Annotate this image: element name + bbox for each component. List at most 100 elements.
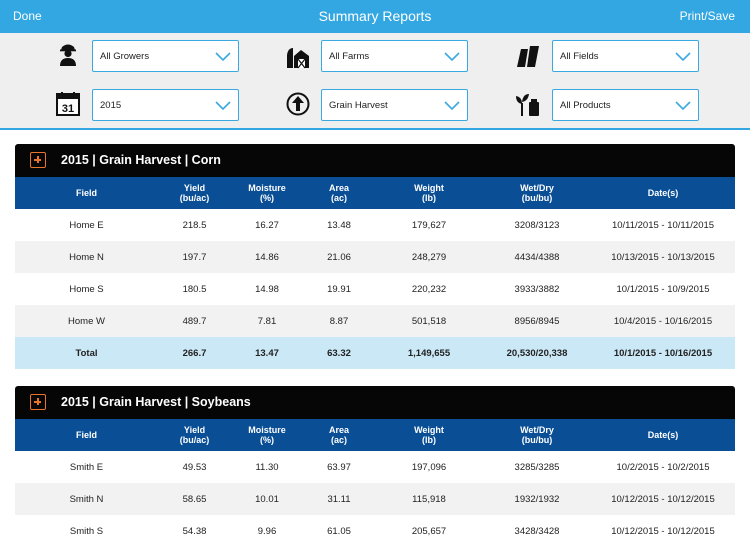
cell-dates: 10/12/2015 - 10/12/2015 (611, 525, 715, 537)
column-header-field[interactable]: Field (75, 430, 97, 440)
product-select[interactable]: All Products (552, 89, 699, 121)
year-select[interactable]: 2015 (92, 89, 239, 121)
cell-field: Home E (69, 219, 104, 231)
cell-dates: 10/12/2015 - 10/12/2015 (611, 493, 715, 505)
cell-moisture: 14.98 (255, 283, 279, 295)
product-select-value: All Products (560, 100, 611, 111)
filter-divider (0, 128, 750, 130)
cell-field: Smith E (69, 461, 104, 473)
cell-moisture: 10.01 (255, 493, 279, 505)
table-row[interactable]: Smith N 58.65 10.01 31.11 115,918 1932/1… (15, 483, 735, 515)
chevron-down-icon (675, 101, 691, 111)
column-header-wet-dry[interactable]: Wet/Dry (bu/bu) (520, 425, 554, 445)
expand-icon[interactable] (30, 152, 46, 168)
cell-area: 63.97 (327, 461, 351, 473)
cell-dates: 10/13/2015 - 10/13/2015 (611, 251, 715, 263)
cell-field: Home W (68, 315, 105, 327)
column-header-moisture[interactable]: Moisture (%) (248, 425, 286, 445)
cell-yield: 218.5 (182, 219, 207, 231)
expand-icon[interactable] (30, 394, 46, 410)
cell-area: 13.48 (327, 219, 351, 231)
cell-field: Smith S (69, 525, 104, 537)
section-title: 2015 | Grain Harvest | Corn (61, 153, 221, 167)
cell-wet-dry: 3285/3285 (514, 461, 560, 473)
farm-icon (287, 48, 309, 69)
farm-select[interactable]: All Farms (321, 40, 468, 72)
column-header-yield[interactable]: Yield (bu/ac) (179, 425, 210, 445)
cell-weight: 501,518 (411, 315, 447, 327)
cell-total-moisture: 13.47 (255, 347, 279, 359)
table-header-row: Field Yield (bu/ac) Moisture (%) Area (ac) … (15, 177, 735, 209)
field-icon (517, 46, 539, 67)
cell-area: 31.11 (327, 493, 351, 505)
chevron-down-icon (444, 101, 460, 111)
chevron-down-icon (215, 101, 231, 111)
column-header-area[interactable]: Area (ac) (328, 425, 349, 445)
column-header-moisture[interactable]: Moisture (%) (248, 183, 286, 203)
cell-weight: 220,232 (411, 283, 447, 295)
table-header-row: Field Yield (bu/ac) Moisture (%) Area (ac) … (15, 419, 735, 451)
cell-total-label: Total (75, 347, 98, 359)
cell-wet-dry: 3933/3882 (514, 283, 560, 295)
cell-total-wet-dry: 20,530/20,338 (506, 347, 568, 359)
column-header-dates[interactable]: Date(s) (647, 430, 679, 440)
cell-moisture: 11.30 (255, 461, 279, 473)
cell-yield: 58.65 (182, 493, 207, 505)
year-select-value: 2015 (100, 100, 122, 111)
chevron-down-icon (444, 52, 460, 62)
cell-wet-dry: 1932/1932 (514, 493, 560, 505)
cell-area: 61.05 (327, 525, 351, 537)
cell-weight: 205,657 (411, 525, 447, 537)
cell-dates: 10/4/2015 - 10/16/2015 (613, 315, 713, 327)
column-header-weight[interactable]: Weight (lb) (414, 425, 444, 445)
filter-panel: All Growers All Farms All Fields 31 2015… (0, 33, 750, 128)
column-header-wet-dry[interactable]: Wet/Dry (bu/bu) (520, 183, 554, 203)
cell-wet-dry: 3208/3123 (514, 219, 560, 231)
total-row: Total 266.7 13.47 63.32 1,149,655 20,530… (15, 337, 735, 369)
table-row[interactable]: Smith S 54.38 9.96 61.05 205,657 3428/34… (15, 515, 735, 547)
table-row[interactable]: Home N 197.7 14.86 21.06 248,279 4434/43… (15, 241, 735, 273)
cell-total-area: 63.32 (327, 347, 351, 359)
cell-area: 21.06 (327, 251, 351, 263)
grower-select[interactable]: All Growers (92, 40, 239, 72)
cell-weight: 115,918 (412, 493, 446, 505)
print-save-button[interactable]: Print/Save (679, 9, 735, 23)
operation-select-value: Grain Harvest (329, 100, 388, 111)
section-header: 2015 | Grain Harvest | Soybeans (15, 386, 735, 419)
cell-dates: 10/1/2015 - 10/9/2015 (616, 283, 710, 295)
cell-yield: 489.7 (182, 315, 207, 327)
table-row[interactable]: Home E 218.5 16.27 13.48 179,627 3208/31… (15, 209, 735, 241)
calendar-day: 31 (62, 103, 74, 115)
table-row[interactable]: Smith E 49.53 11.30 63.97 197,096 3285/3… (15, 451, 735, 483)
cell-area: 8.87 (329, 315, 349, 327)
calendar-icon: 31 (56, 92, 80, 116)
cell-dates: 10/11/2015 - 10/11/2015 (611, 219, 715, 231)
column-header-weight[interactable]: Weight (lb) (414, 183, 444, 203)
cell-total-weight: 1,149,655 (407, 347, 451, 359)
table-row[interactable]: Home W 489.7 7.81 8.87 501,518 8956/8945… (15, 305, 735, 337)
cell-weight: 179,627 (411, 219, 447, 231)
column-header-dates[interactable]: Date(s) (647, 188, 679, 198)
cell-wet-dry: 8956/8945 (514, 315, 560, 327)
cell-total-dates: 10/1/2015 - 10/16/2015 (613, 347, 713, 359)
cell-yield: 49.53 (182, 461, 207, 473)
column-header-yield[interactable]: Yield (bu/ac) (179, 183, 210, 203)
cell-yield: 54.38 (182, 525, 207, 537)
operation-select[interactable]: Grain Harvest (321, 89, 468, 121)
done-button[interactable]: Done (13, 9, 42, 23)
chevron-down-icon (675, 52, 691, 62)
cell-yield: 197.7 (182, 251, 207, 263)
cell-field: Home S (69, 283, 104, 295)
cell-moisture: 14.86 (255, 251, 279, 263)
column-header-area[interactable]: Area (ac) (328, 183, 349, 203)
grower-select-value: All Growers (100, 51, 150, 62)
field-select[interactable]: All Fields (552, 40, 699, 72)
product-icon (516, 94, 539, 116)
table-row[interactable]: Home S 180.5 14.98 19.91 220,232 3933/38… (15, 273, 735, 305)
cell-field: Smith N (69, 493, 104, 505)
field-select-value: All Fields (560, 51, 599, 62)
section-header: 2015 | Grain Harvest | Corn (15, 144, 735, 177)
cell-field: Home N (69, 251, 104, 263)
column-header-field[interactable]: Field (75, 188, 97, 198)
cell-total-yield: 266.7 (182, 347, 207, 359)
